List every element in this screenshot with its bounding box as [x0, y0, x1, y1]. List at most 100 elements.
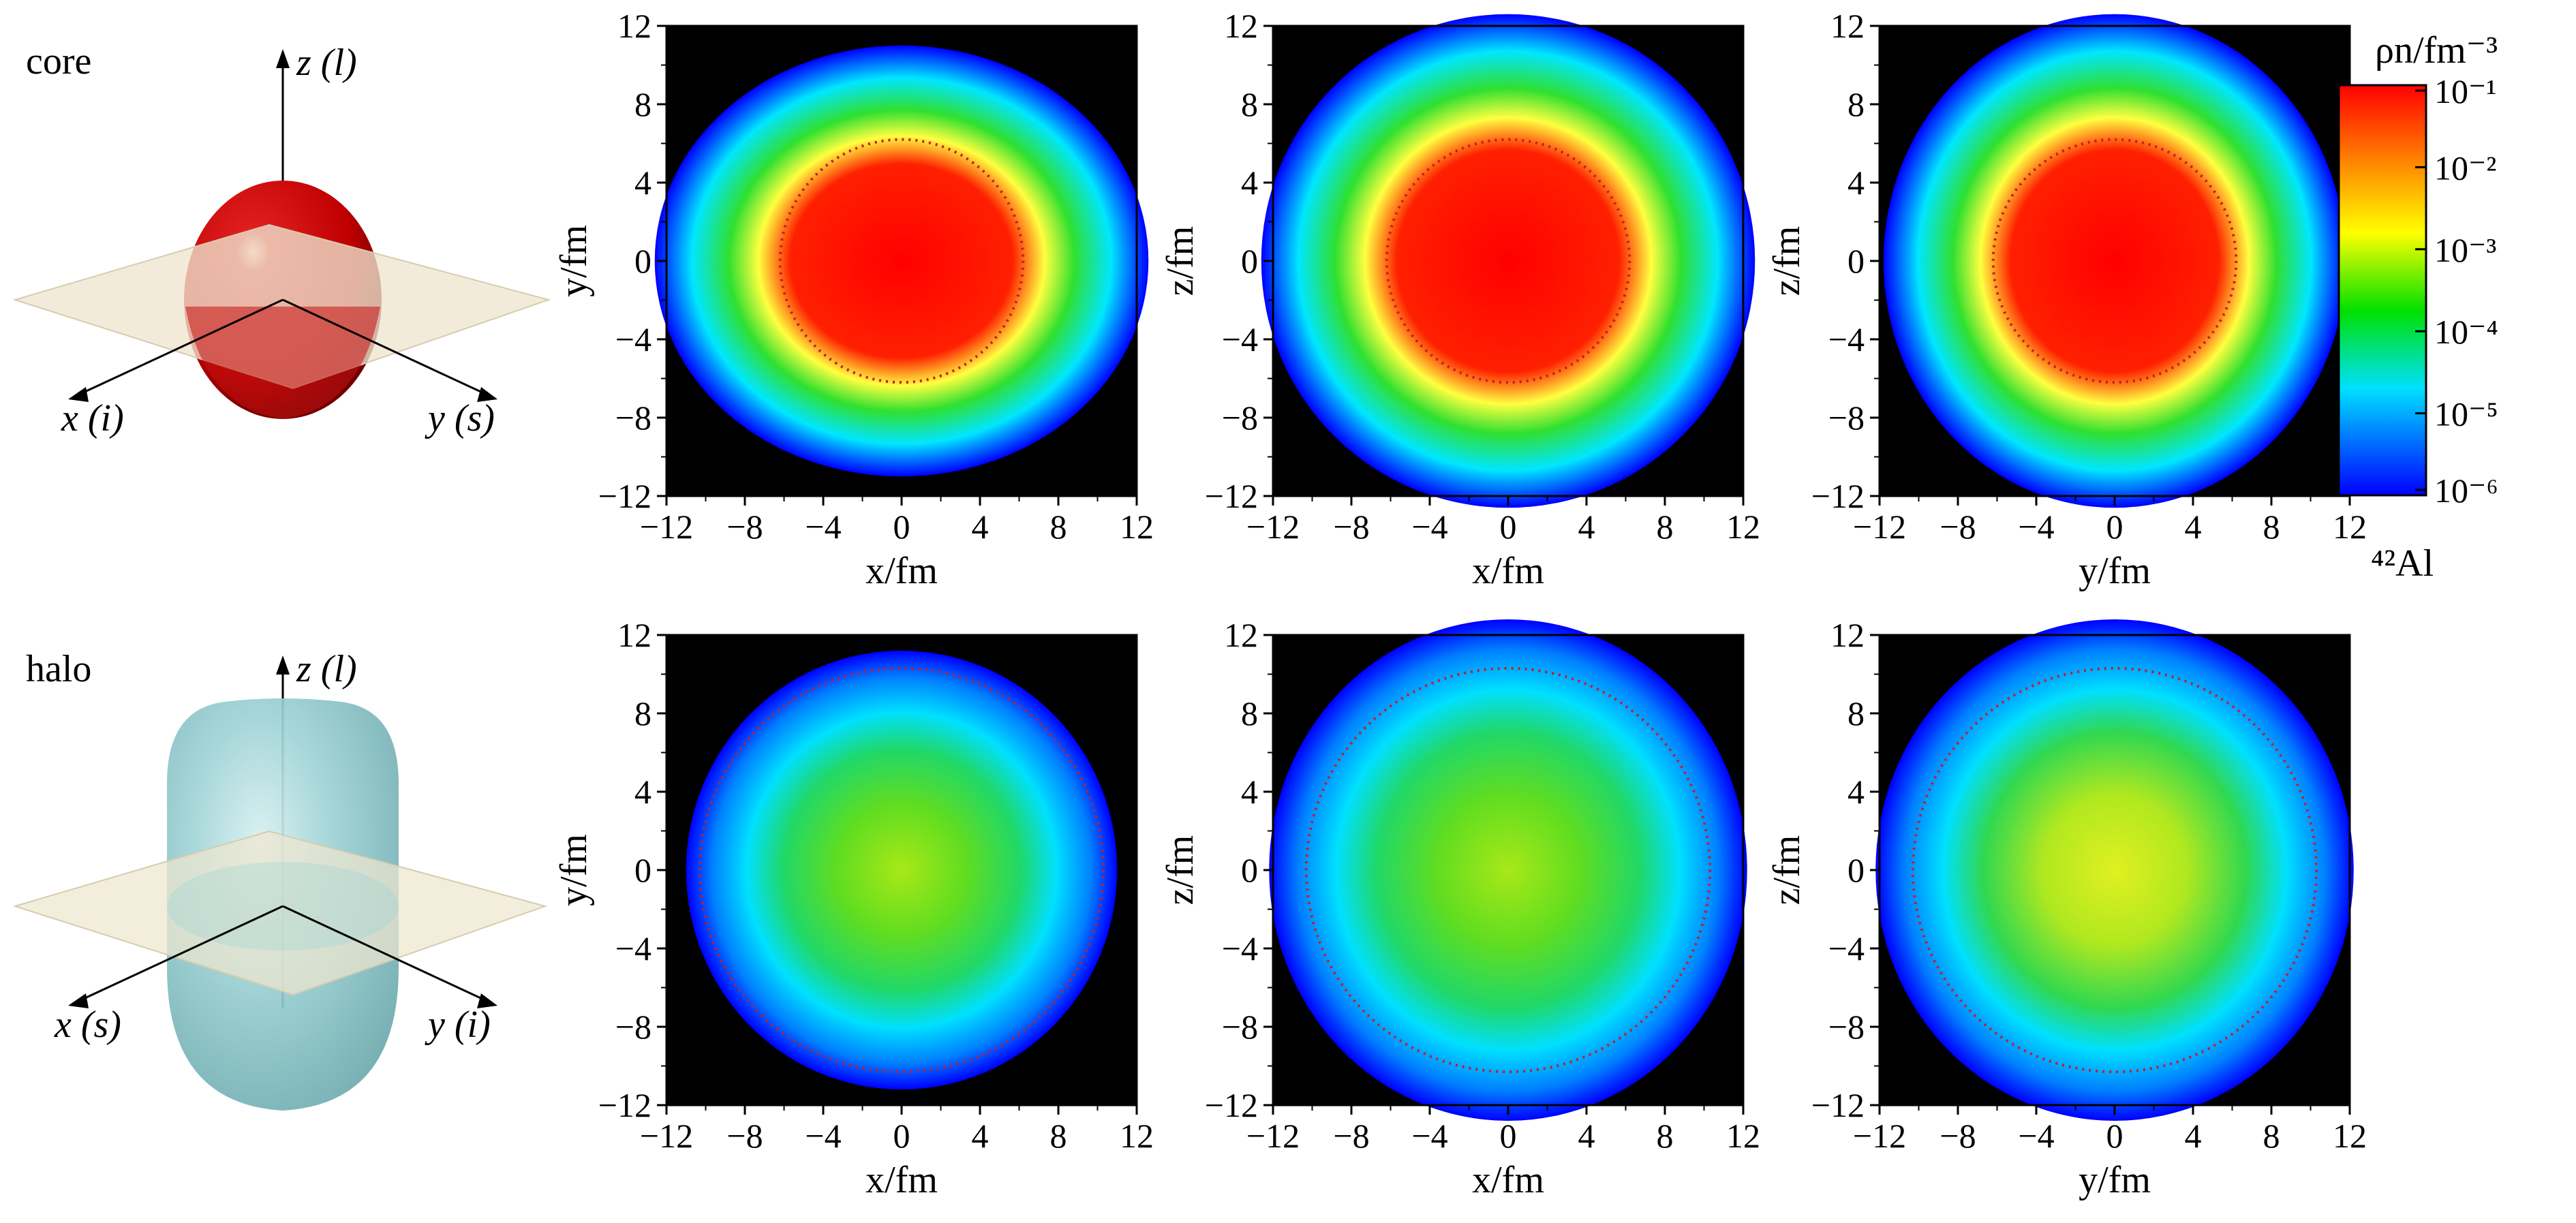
- colorbar-tick-label: 10⁻²: [2434, 149, 2496, 187]
- nucleus-label: ⁴²Al: [2371, 542, 2434, 585]
- y-tick-label: −8: [1222, 399, 1258, 437]
- colorbar-tick-label: 10⁻⁵: [2434, 395, 2498, 433]
- y-tick-label: 12: [1830, 7, 1865, 45]
- y-tick-label: 8: [1847, 85, 1865, 123]
- y-tick-label: 0: [1847, 242, 1865, 280]
- density-map: [1269, 619, 1747, 1121]
- colorbar-tick-label: 10⁻⁶: [2434, 471, 2498, 510]
- x-tick-label: −12: [1246, 1117, 1300, 1155]
- x-tick-label: 4: [2185, 1117, 2202, 1155]
- heatmap-panel: −12−12 −8 −8 −4 −4 0 0 4 4 8 8 12 12 x/fm y/fm (a): [553, 7, 1154, 592]
- heatmap-panel: −12−12 −8 −8 −4 −4 0 0 4 4 8 8 12 12 x/fm z/fm (e): [1159, 616, 1760, 1201]
- y-tick-label: 4: [1241, 164, 1258, 202]
- x-tick-label: −4: [805, 1117, 841, 1155]
- core-z-axis-label: z (l): [296, 42, 357, 84]
- y-tick-label: −8: [1222, 1008, 1258, 1046]
- y-tick-label: 12: [1830, 616, 1865, 654]
- x-axis-label: y/fm: [2079, 1159, 2151, 1201]
- y-tick-label: −4: [615, 929, 651, 967]
- panel-label: (e): [1284, 1057, 1326, 1099]
- heatmap-panel: −12−12 −8 −8 −4 −4 0 0 4 4 8 8 12 12 y/fm z/fm (c): [1766, 7, 2367, 592]
- y-tick-label: −12: [1811, 477, 1865, 515]
- x-tick-label: 0: [893, 508, 910, 546]
- x-axis-label: x/fm: [865, 1159, 938, 1201]
- y-tick-label: −8: [1828, 1008, 1865, 1046]
- colorbar-tick-label: 10⁻¹: [2434, 72, 2496, 110]
- x-axis-label: x/fm: [1472, 550, 1544, 592]
- colorbar-bar: [2337, 84, 2427, 497]
- x-tick-label: 8: [1657, 508, 1674, 546]
- y-tick-label: −8: [615, 399, 651, 437]
- x-tick-label: 12: [2333, 508, 2367, 546]
- y-tick-label: 12: [617, 7, 651, 45]
- x-tick-label: −8: [1333, 1117, 1369, 1155]
- x-tick-label: 12: [1726, 508, 1760, 546]
- y-tick-label: −4: [1828, 929, 1865, 967]
- panel-label: (b): [1284, 448, 1328, 490]
- density-map: [1261, 14, 1755, 508]
- radius-circle: [1304, 666, 1712, 1074]
- halo-plane: [12, 830, 548, 996]
- x-tick-label: −8: [1333, 508, 1369, 546]
- y-tick-label: 0: [1847, 851, 1865, 889]
- x-tick-label: 8: [2263, 508, 2280, 546]
- colorbar-tick-label: 10⁻⁴: [2434, 313, 2498, 351]
- y-tick-label: −12: [598, 477, 651, 515]
- y-tick-label: 8: [1241, 694, 1258, 732]
- x-tick-label: 4: [2185, 508, 2202, 546]
- core-y-axis-label: y (s): [425, 397, 495, 439]
- halo-z-axis-label: z (l): [296, 648, 357, 690]
- y-tick-label: 0: [634, 242, 651, 280]
- radius-circle: [698, 666, 1105, 1074]
- panel-label: (f): [1890, 1057, 1929, 1099]
- x-tick-label: 0: [1500, 508, 1517, 546]
- heatmap-panel: −12−12 −8 −8 −4 −4 0 0 4 4 8 8 12 12 x/fm y/fm (d): [553, 616, 1154, 1201]
- x-tick-label: 4: [972, 508, 989, 546]
- x-tick-label: 12: [1120, 1117, 1154, 1155]
- y-tick-label: −12: [598, 1086, 651, 1124]
- core-x-axis-label: x (i): [61, 397, 124, 439]
- density-map: [1883, 14, 2346, 508]
- x-tick-label: −12: [640, 508, 693, 546]
- y-axis-label: z/fm: [1766, 226, 1808, 296]
- y-tick-label: 4: [1241, 773, 1258, 811]
- x-tick-label: 0: [893, 1117, 910, 1155]
- radius-circle: [1911, 666, 2318, 1074]
- y-tick-label: −12: [1205, 1086, 1258, 1124]
- y-tick-label: 4: [634, 773, 651, 811]
- y-tick-label: −8: [1828, 399, 1865, 437]
- diagram-core: z (l) x (i) y (s): [12, 42, 551, 439]
- x-tick-label: −12: [1246, 508, 1300, 546]
- y-tick-label: −12: [1811, 1086, 1865, 1124]
- x-tick-label: 4: [972, 1117, 989, 1155]
- y-tick-label: −4: [1222, 320, 1258, 358]
- heatmap-panel: −12−12 −8 −8 −4 −4 0 0 4 4 8 8 12 12 y/fm z/fm (f): [1766, 616, 2367, 1201]
- row-label-core: core: [26, 40, 91, 82]
- radius-circle: [1991, 138, 2238, 384]
- y-tick-label: 12: [1224, 7, 1258, 45]
- radius-circle: [1385, 138, 1631, 384]
- radius-circle: [778, 138, 1025, 384]
- x-tick-label: 4: [1578, 508, 1595, 546]
- y-tick-label: 12: [1224, 616, 1258, 654]
- x-axis-label: x/fm: [1472, 1159, 1544, 1201]
- x-tick-label: −12: [1853, 508, 1906, 546]
- y-tick-label: 0: [1241, 242, 1258, 280]
- y-tick-label: 0: [1241, 851, 1258, 889]
- panel-label: (a): [677, 448, 720, 490]
- panel-label: (d): [677, 1057, 722, 1099]
- y-tick-label: 8: [634, 85, 651, 123]
- x-tick-label: −8: [726, 508, 763, 546]
- density-map: [654, 45, 1149, 477]
- x-tick-label: −8: [1939, 1117, 1976, 1155]
- y-tick-label: 8: [634, 694, 651, 732]
- x-tick-label: −8: [726, 1117, 763, 1155]
- y-tick-label: −12: [1205, 477, 1258, 515]
- colorbar-tick-label: 10⁻³: [2434, 231, 2496, 269]
- y-axis-label: y/fm: [553, 834, 595, 906]
- x-tick-label: 8: [1050, 1117, 1067, 1155]
- colorbar: ρn/fm⁻³ 10⁻¹ 10⁻² 10⁻³ 10⁻⁴ 10⁻⁵ 10⁻⁶ ⁴²Al: [2337, 29, 2498, 585]
- x-axis-label: x/fm: [865, 550, 938, 592]
- y-tick-label: −4: [1828, 320, 1865, 358]
- x-tick-label: 0: [2106, 508, 2123, 546]
